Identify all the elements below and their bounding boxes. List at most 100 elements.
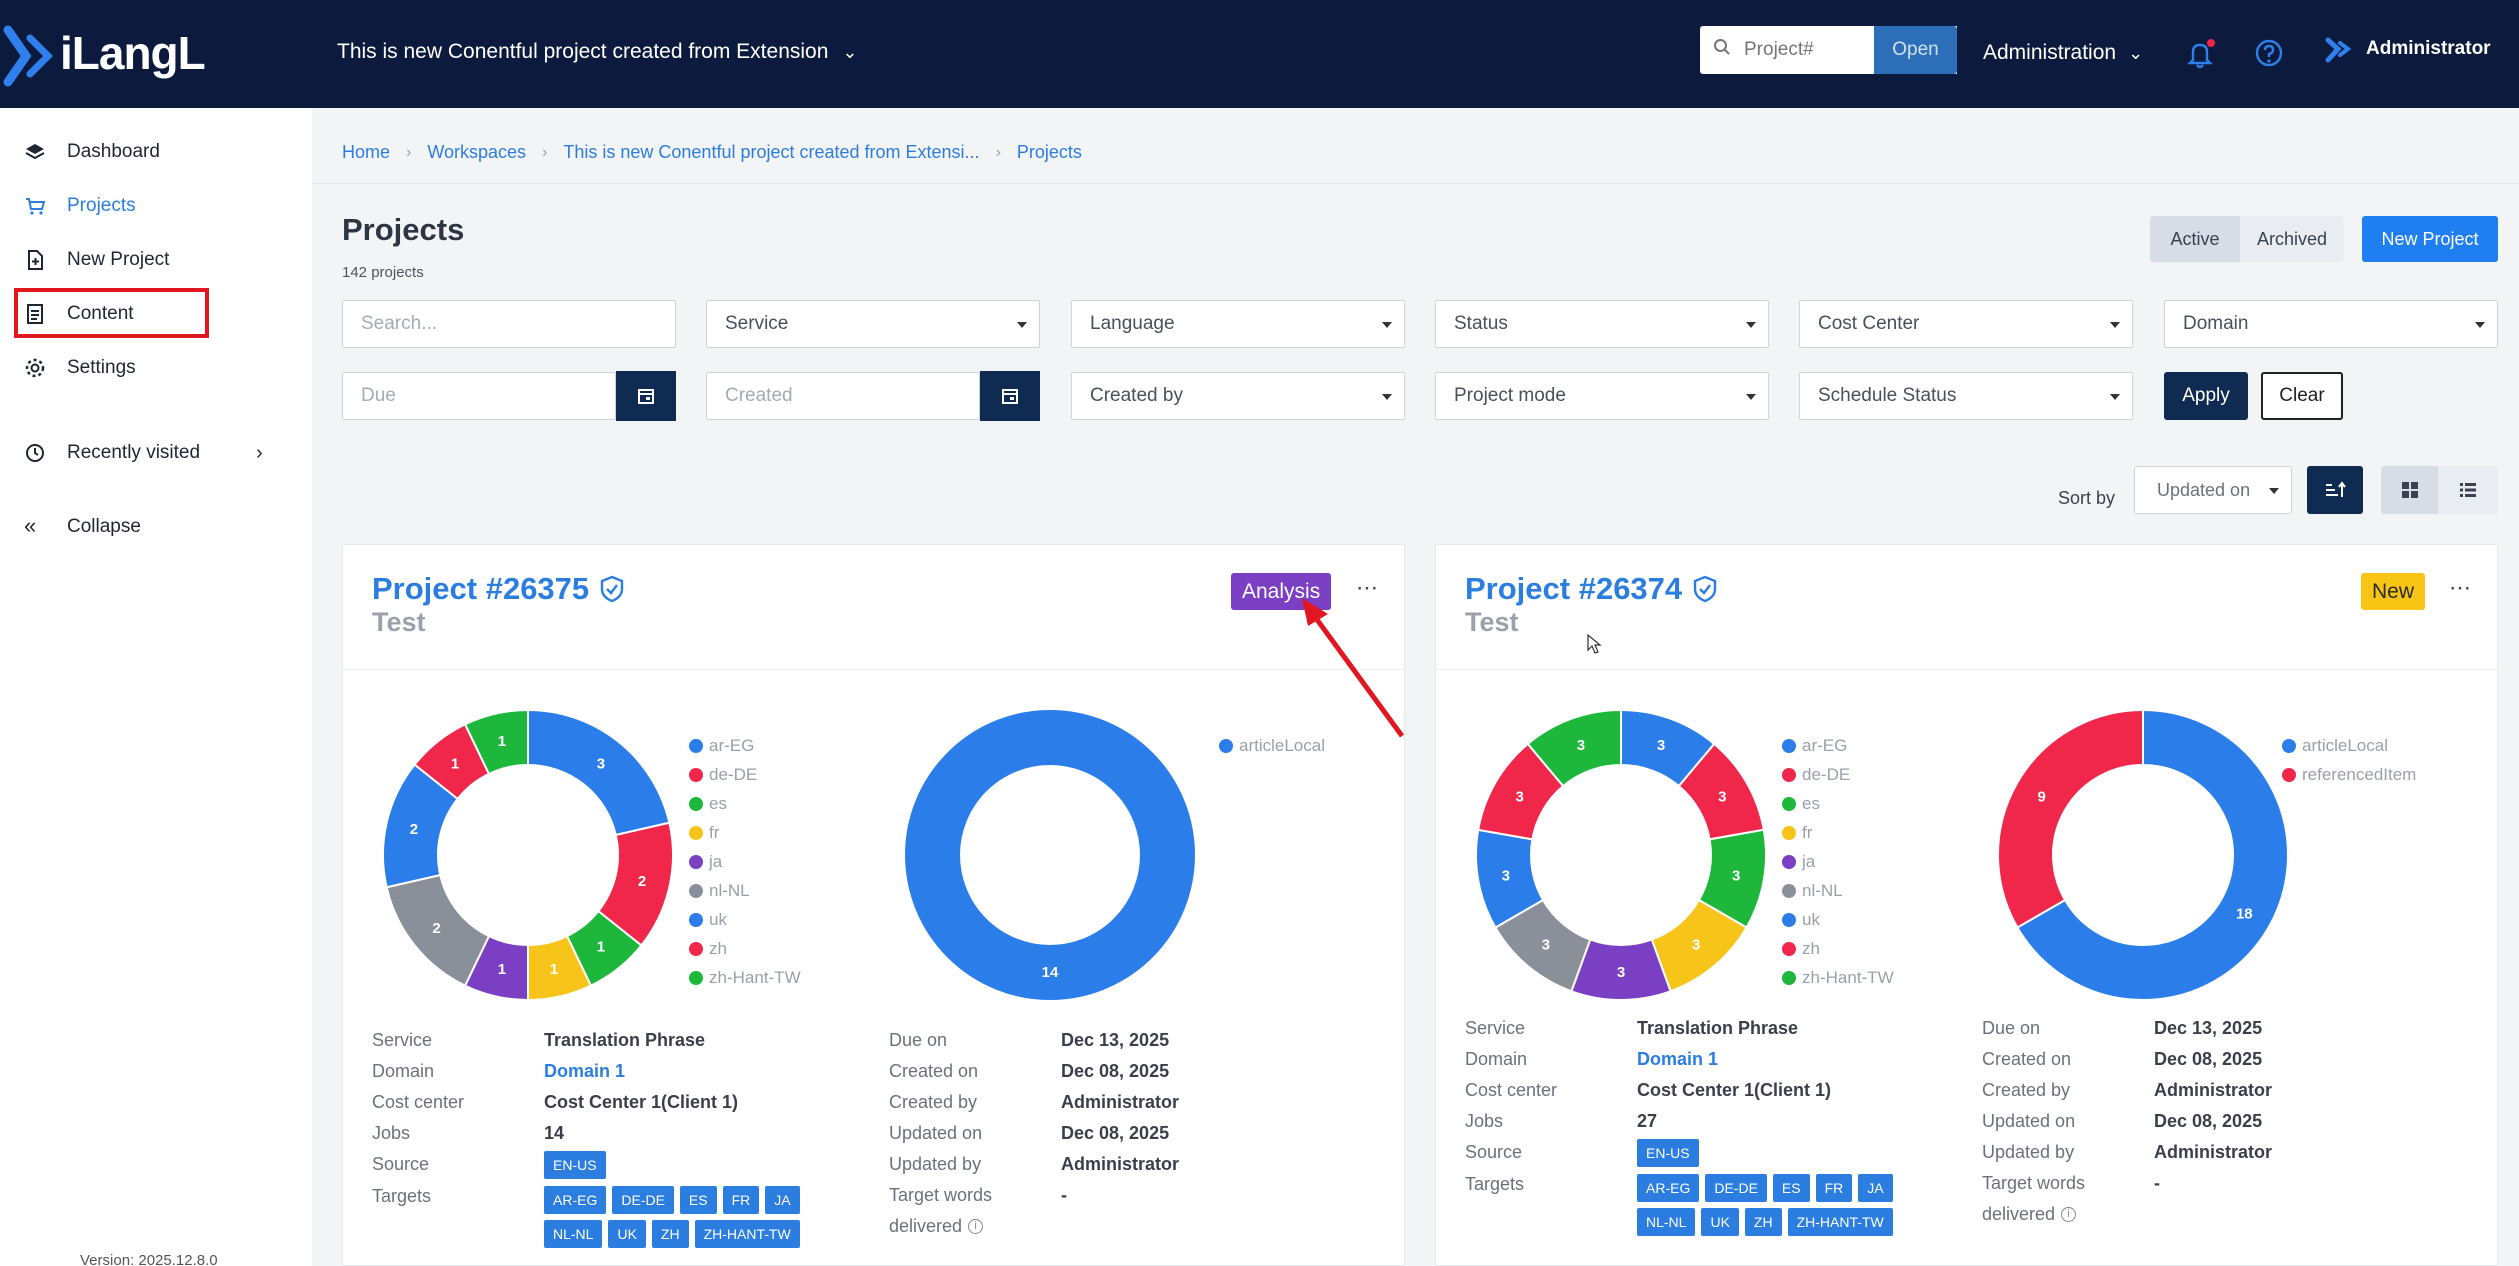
legend-item[interactable]: zh [689,934,801,963]
donut-slice[interactable] [1526,708,1622,788]
sidebar-item-projects[interactable]: Projects [0,184,312,228]
sidebar-item-collapse[interactable]: « Collapse [0,505,312,549]
donut-slice[interactable] [1997,708,2144,929]
legend-item[interactable]: fr [689,818,801,847]
legend-item[interactable]: ar-EG [689,731,801,760]
legend-item[interactable]: fr [1782,818,1894,847]
language-select-value: Language [1090,313,1175,334]
legend-item[interactable]: ar-EG [1782,731,1894,760]
new-project-button[interactable]: New Project [2362,216,2498,262]
detail-value: 27 [1637,1111,1658,1131]
caret-down-icon [2475,322,2485,328]
project-mode-select[interactable]: Project mode [1435,372,1769,420]
created-by-select[interactable]: Created by [1071,372,1405,420]
domain-select[interactable]: Domain [2164,300,2498,348]
legend-dot [689,941,703,956]
cost-center-select[interactable]: Cost Center [1799,300,2133,348]
donut-slice[interactable] [463,708,529,776]
legend-item[interactable]: articleLocal [2282,731,2416,760]
donut-slice-value: 3 [1718,789,1726,806]
legend-item[interactable]: uk [1782,905,1894,934]
user-menu[interactable]: Administrator [2324,34,2491,64]
legend-item[interactable]: nl-NL [1782,876,1894,905]
created-calendar-button[interactable] [980,371,1040,421]
layers-icon [25,144,45,160]
legend-item[interactable]: zh-Hant-TW [1782,963,1894,992]
sidebar-item-content[interactable]: Content [0,292,312,336]
domain-link[interactable]: Domain 1 [544,1061,626,1081]
legend-dot [689,825,703,840]
clear-filters-button[interactable]: Clear [2261,372,2343,420]
search-input[interactable]: Search... [342,300,676,348]
due-calendar-button[interactable] [616,371,676,421]
chevron-down-icon: ⌄ [2128,42,2144,63]
sidebar-item-recently-visited[interactable]: Recently visited › [0,431,312,475]
legend-item[interactable]: nl-NL [689,876,801,905]
legend-item[interactable]: de-DE [1782,760,1894,789]
legend-item[interactable]: ja [1782,847,1894,876]
legend-dot [2282,767,2296,782]
active-toggle-button[interactable]: Active [2150,216,2240,262]
project-card[interactable]: Project #26375 Test Analysis ⋯ 3 2 1 1 1 2 2 1 1… [342,544,1405,1266]
calendar-icon [638,389,654,404]
archived-toggle-button[interactable]: Archived [2240,216,2344,262]
project-details-left: Service Translation Phrase Domain Domain 1… [372,1025,806,1254]
info-icon[interactable]: i [2061,1207,2077,1222]
legend-label: uk [1802,909,1820,929]
breadcrumb-workspace[interactable]: This is new Conentful project created fr… [563,142,980,162]
list-view-button[interactable] [2438,466,2498,514]
donut-slice-value: 9 [2038,789,2046,806]
language-select[interactable]: Language [1071,300,1405,348]
legend-item[interactable]: de-DE [689,760,801,789]
top-bar: iLangL This is new Conentful project cre… [0,0,2519,108]
administration-menu[interactable]: Administration ⌄ [1983,41,2143,65]
service-select[interactable]: Service [706,300,1040,348]
legend-item[interactable]: uk [689,905,801,934]
legend-item[interactable]: es [689,789,801,818]
breadcrumb-workspaces[interactable]: Workspaces [427,142,527,162]
notifications-bell-icon[interactable] [2185,38,2215,70]
target-language-chip: NL-NL [1637,1208,1696,1236]
sidebar-item-new-project[interactable]: New Project [0,238,312,282]
search-icon [1700,38,1744,62]
status-select[interactable]: Status [1435,300,1769,348]
project-card[interactable]: Project #26374 Test New ⋯ 3 3 3 3 3 3 3 3 3 ar-E… [1435,544,2498,1266]
project-title-link[interactable]: Project #26374 [1465,571,1718,607]
sort-direction-button[interactable] [2307,466,2363,514]
open-project-button[interactable]: Open [1874,26,1957,74]
app-logo[interactable]: iLangL [0,20,220,92]
legend-label: zh-Hant-TW [1802,967,1894,987]
sidebar-item-dashboard[interactable]: Dashboard [0,130,312,174]
help-icon[interactable] [2254,38,2284,68]
target-language-chip: ZH [651,1220,689,1248]
schedule-status-select[interactable]: Schedule Status [1799,372,2133,420]
source-language-chip: EN-US [1637,1138,1699,1167]
legend-item[interactable]: articleLocal [1219,731,1325,760]
grid-view-button[interactable] [2381,466,2438,514]
due-date-input[interactable]: Due [342,372,616,420]
created-date-input[interactable]: Created [706,372,980,420]
legend-dot [2282,738,2296,753]
project-title-link[interactable]: Project #26375 [372,571,625,607]
workspace-selector[interactable]: This is new Conentful project created fr… [337,40,858,64]
donut-slice[interactable] [905,710,1195,1000]
more-options-icon[interactable]: ⋯ [1356,575,1379,600]
domain-link[interactable]: Domain 1 [1637,1049,1719,1069]
sort-by-select[interactable]: Updated on [2134,466,2292,514]
legend-item[interactable]: es [1782,789,1894,818]
target-language-chip: ES [679,1186,717,1214]
legend-item[interactable]: zh [1782,934,1894,963]
target-language-chip: ES [1772,1174,1810,1202]
donut-slice[interactable] [2016,708,2289,1001]
sidebar-item-settings[interactable]: Settings [0,346,312,390]
more-options-icon[interactable]: ⋯ [2449,575,2472,600]
apply-filters-button[interactable]: Apply [2164,372,2248,420]
breadcrumb-home[interactable]: Home [342,142,391,162]
legend-item[interactable]: referencedItem [2282,760,2416,789]
chevron-right-icon: › [542,143,548,161]
legend-item[interactable]: zh-Hant-TW [689,963,801,992]
caret-down-icon [1382,394,1392,400]
legend-item[interactable]: ja [689,847,801,876]
breadcrumb-projects[interactable]: Projects [1016,142,1082,162]
info-icon[interactable]: i [968,1219,984,1234]
